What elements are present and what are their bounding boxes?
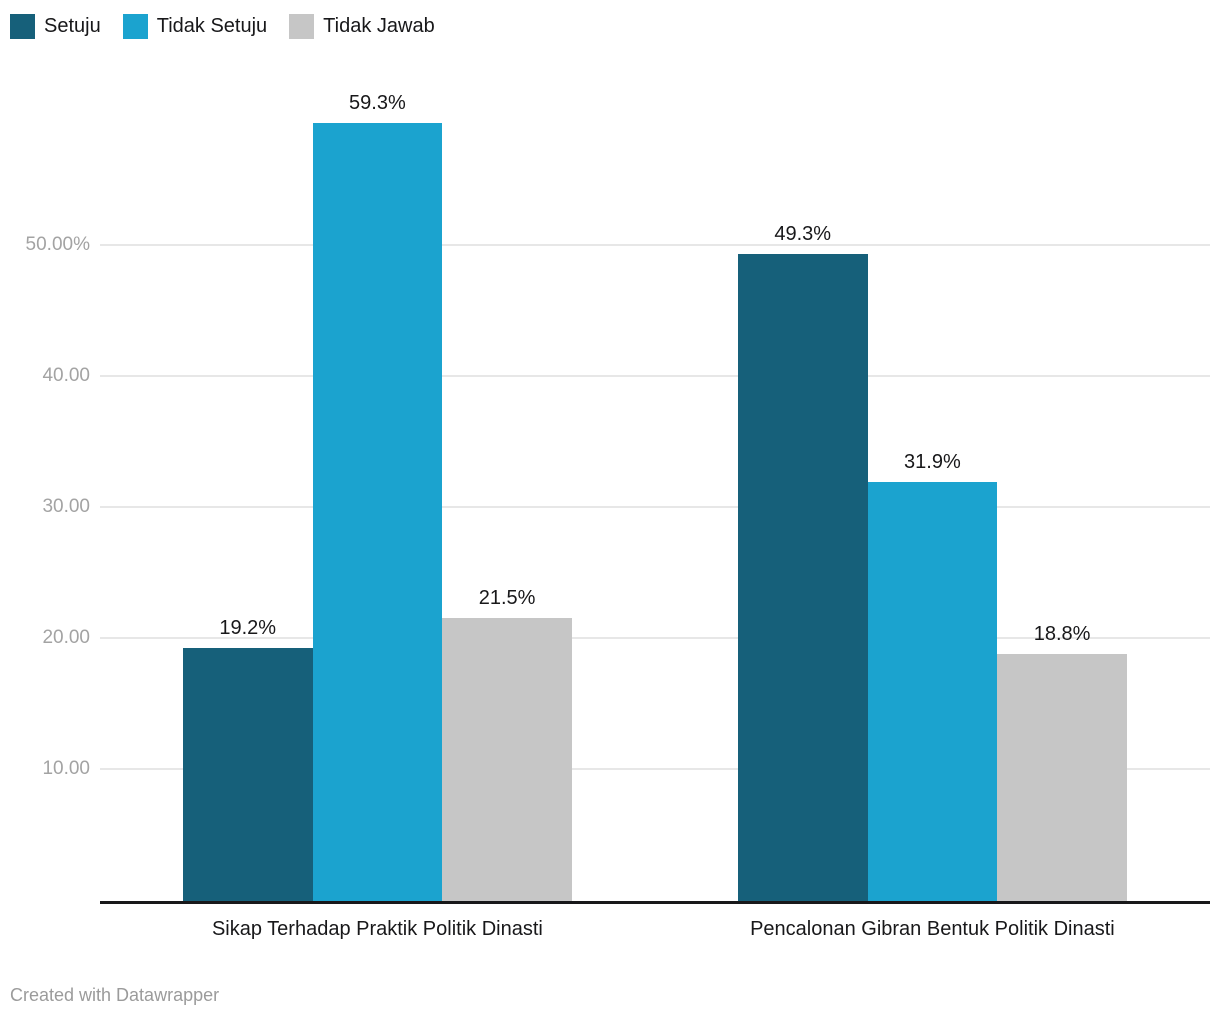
y-gridline: [100, 637, 1210, 639]
y-gridline: [100, 375, 1210, 377]
y-gridline: [100, 768, 1210, 770]
datawrapper-credit: Created with Datawrapper: [10, 985, 220, 1005]
y-tick-label: 30.00: [42, 496, 90, 517]
bar-setuju: [182, 648, 313, 903]
y-tick-label: 10.00: [42, 758, 90, 779]
bar-tidak-setuju: [867, 482, 998, 903]
legend-item-setuju: Setuju: [10, 14, 101, 39]
y-gridline: [100, 244, 1210, 246]
y-tick-label: 50.00%: [25, 234, 90, 255]
bar-value-label: 19.2%: [219, 617, 277, 640]
bar-setuju: [737, 254, 868, 903]
x-category-label: Sikap Terhadap Praktik Politik Dinasti: [211, 918, 543, 940]
bar-tidak-jawab: [997, 653, 1127, 903]
legend-item-label: Setuju: [44, 15, 101, 37]
legend-swatch-icon: [10, 14, 35, 39]
bar-tidak-setuju: [312, 123, 443, 903]
y-tick-label: 20.00: [42, 627, 90, 648]
bar-tidak-jawab: [442, 618, 572, 903]
legend-swatch-icon: [289, 14, 315, 39]
bar-value-label: 18.8%: [1033, 622, 1091, 645]
x-axis-line: [100, 901, 1210, 904]
y-tick-label: 40.00: [42, 365, 90, 386]
chart-legend: Setuju Tidak Setuju Tidak Jawab: [10, 14, 435, 39]
y-gridline: [100, 506, 1210, 508]
legend-item-label: Tidak Jawab: [323, 15, 435, 37]
bar-value-label: 49.3%: [774, 223, 832, 246]
legend-item-tidak-setuju: Tidak Setuju: [122, 14, 268, 39]
bar-value-label: 59.3%: [349, 92, 406, 115]
legend-item-label: Tidak Setuju: [156, 15, 268, 37]
legend-item-tidak-jawab: Tidak Jawab: [289, 14, 435, 39]
bar-value-label: 31.9%: [904, 451, 961, 474]
legend-swatch-icon: [122, 14, 148, 39]
x-category-label: Pencalonan Gibran Bentuk Politik Dinasti: [750, 918, 1115, 940]
bar-value-label: 21.5%: [478, 587, 536, 610]
